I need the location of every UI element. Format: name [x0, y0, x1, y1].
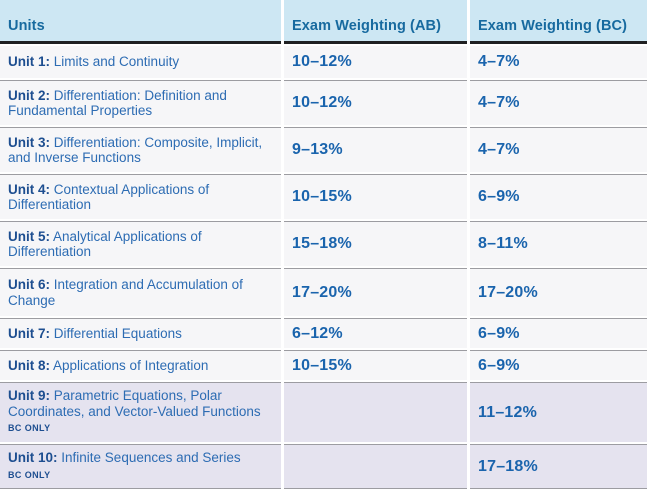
ab-weighting-cell: 9–13%	[284, 127, 467, 172]
exam-weighting-table: Units Exam Weighting (AB) Exam Weighting…	[0, 0, 647, 489]
bc-weighting-value: 6–9%	[478, 324, 520, 342]
bc-weighting-value: 17–18%	[478, 457, 538, 475]
bc-weighting-cell: 11–12%	[470, 382, 647, 442]
unit-cell: Unit 1: Limits and Continuity	[0, 46, 281, 78]
unit-title: Unit 2: Differentiation: Definition and …	[8, 88, 271, 119]
unit-number: Unit 7:	[8, 325, 50, 341]
table-row-unit-4: Unit 4: Contextual Applications of Diffe…	[0, 174, 647, 219]
unit-title: Unit 10: Infinite Sequences and Series B…	[8, 450, 271, 483]
column-header-ab-label: Exam Weighting (AB)	[292, 18, 442, 34]
ab-weighting-value: 6–12%	[292, 324, 343, 342]
unit-name: Contextual Applications of Differentiati…	[8, 181, 210, 213]
bc-only-tag: BC ONLY	[8, 469, 51, 480]
unit-cell: Unit 8: Applications of Integration	[0, 350, 281, 380]
unit-cell: Unit 7: Differential Equations	[0, 318, 281, 348]
bc-weighting-value: 4–7%	[478, 94, 520, 111]
ab-weighting-value: 10–12%	[292, 94, 352, 111]
bc-weighting-cell: 17–20%	[470, 268, 647, 316]
table-row-unit-1: Unit 1: Limits and Continuity 10–12% 4–7…	[0, 46, 647, 78]
unit-number: Unit 6:	[8, 277, 50, 292]
ab-weighting-cell: 10–15%	[284, 350, 467, 380]
unit-number: Unit 9:	[8, 388, 50, 404]
unit-cell: Unit 2: Differentiation: Definition and …	[0, 80, 281, 125]
unit-name: Differentiation: Definition and Fundamen…	[8, 87, 227, 119]
ab-weighting-cell: 10–15%	[284, 174, 467, 219]
ab-weighting-value: 10–12%	[292, 53, 352, 70]
column-header-units: Units	[0, 0, 281, 44]
ab-weighting-value: 10–15%	[292, 356, 352, 374]
bc-weighting-value: 17–20%	[478, 283, 538, 301]
unit-name: Differential Equations	[53, 325, 182, 341]
bc-weighting-value: 11–12%	[478, 403, 538, 421]
table-row-unit-8: Unit 8: Applications of Integration 10–1…	[0, 350, 647, 380]
ab-weighting-cell: 6–12%	[284, 318, 467, 348]
table-row-unit-10: Unit 10: Infinite Sequences and Series B…	[0, 444, 647, 489]
unit-title: Unit 1: Limits and Continuity	[8, 54, 179, 70]
bc-weighting-value: 4–7%	[478, 141, 520, 158]
bc-weighting-cell: 8–11%	[470, 221, 647, 266]
unit-cell: Unit 4: Contextual Applications of Diffe…	[0, 174, 281, 219]
unit-number: Unit 8:	[8, 357, 50, 373]
unit-name: Differentiation: Composite, Implicit, an…	[8, 134, 263, 166]
bc-weighting-cell: 6–9%	[470, 318, 647, 348]
unit-title: Unit 4: Contextual Applications of Diffe…	[8, 182, 271, 213]
ab-weighting-cell: 15–18%	[284, 221, 467, 266]
table-row-unit-5: Unit 5: Analytical Applications of Diffe…	[0, 221, 647, 266]
ab-weighting-cell	[284, 444, 467, 489]
bc-weighting-value: 8–11%	[478, 235, 528, 252]
table-row-unit-3: Unit 3: Differentiation: Composite, Impl…	[0, 127, 647, 172]
bc-only-tag: BC ONLY	[8, 423, 51, 434]
unit-number: Unit 5:	[8, 228, 50, 244]
unit-number: Unit 10:	[8, 450, 58, 465]
bc-weighting-cell: 17–18%	[470, 444, 647, 489]
column-header-bc-weighting: Exam Weighting (BC)	[470, 0, 647, 44]
table-row-unit-7: Unit 7: Differential Equations 6–12% 6–9…	[0, 318, 647, 348]
ab-weighting-cell	[284, 382, 467, 442]
unit-title: Unit 7: Differential Equations	[8, 326, 182, 342]
unit-name: Integration and Accumulation of Change	[8, 277, 243, 308]
unit-number: Unit 1:	[8, 54, 50, 70]
bc-weighting-value: 6–9%	[478, 188, 520, 205]
column-header-ab-weighting: Exam Weighting (AB)	[284, 0, 467, 44]
ab-weighting-value: 15–18%	[292, 235, 352, 252]
bc-weighting-value: 4–7%	[478, 53, 520, 70]
column-header-bc-label: Exam Weighting (BC)	[478, 18, 628, 34]
unit-title: Unit 8: Applications of Integration	[8, 358, 208, 374]
bc-weighting-cell: 6–9%	[470, 174, 647, 219]
column-header-units-label: Units	[8, 18, 45, 34]
unit-cell: Unit 5: Analytical Applications of Diffe…	[0, 221, 281, 266]
unit-cell: Unit 9: Parametric Equations, Polar Coor…	[0, 382, 281, 442]
table-header-row: Units Exam Weighting (AB) Exam Weighting…	[0, 0, 647, 44]
ab-weighting-value: 10–15%	[292, 188, 352, 205]
unit-name: Limits and Continuity	[53, 54, 180, 70]
bc-weighting-cell: 6–9%	[470, 350, 647, 380]
bc-weighting-cell: 4–7%	[470, 46, 647, 78]
ab-weighting-value: 9–13%	[292, 141, 343, 158]
table-row-unit-2: Unit 2: Differentiation: Definition and …	[0, 80, 647, 125]
unit-number: Unit 4:	[8, 181, 50, 197]
unit-name: Applications of Integration	[53, 357, 209, 373]
table-row-unit-6: Unit 6: Integration and Accumulation of …	[0, 268, 647, 316]
table-row-unit-9: Unit 9: Parametric Equations, Polar Coor…	[0, 382, 647, 442]
unit-title: Unit 6: Integration and Accumulation of …	[8, 277, 271, 308]
unit-title: Unit 9: Parametric Equations, Polar Coor…	[8, 388, 271, 437]
unit-number: Unit 3:	[8, 134, 50, 150]
ab-weighting-cell: 10–12%	[284, 80, 467, 125]
unit-cell: Unit 6: Integration and Accumulation of …	[0, 268, 281, 316]
unit-title: Unit 5: Analytical Applications of Diffe…	[8, 229, 271, 260]
unit-number: Unit 2:	[8, 87, 50, 103]
ab-weighting-value: 17–20%	[292, 283, 352, 301]
bc-weighting-cell: 4–7%	[470, 80, 647, 125]
unit-title: Unit 3: Differentiation: Composite, Impl…	[8, 135, 271, 166]
unit-name: Analytical Applications of Differentiati…	[8, 228, 202, 260]
unit-cell: Unit 3: Differentiation: Composite, Impl…	[0, 127, 281, 172]
ab-weighting-cell: 10–12%	[284, 46, 467, 78]
ab-weighting-cell: 17–20%	[284, 268, 467, 316]
unit-name: Infinite Sequences and Series	[61, 450, 241, 465]
bc-weighting-cell: 4–7%	[470, 127, 647, 172]
unit-cell: Unit 10: Infinite Sequences and Series B…	[0, 444, 281, 489]
bc-weighting-value: 6–9%	[478, 356, 520, 374]
unit-name: Parametric Equations, Polar Coordinates,…	[8, 388, 261, 419]
